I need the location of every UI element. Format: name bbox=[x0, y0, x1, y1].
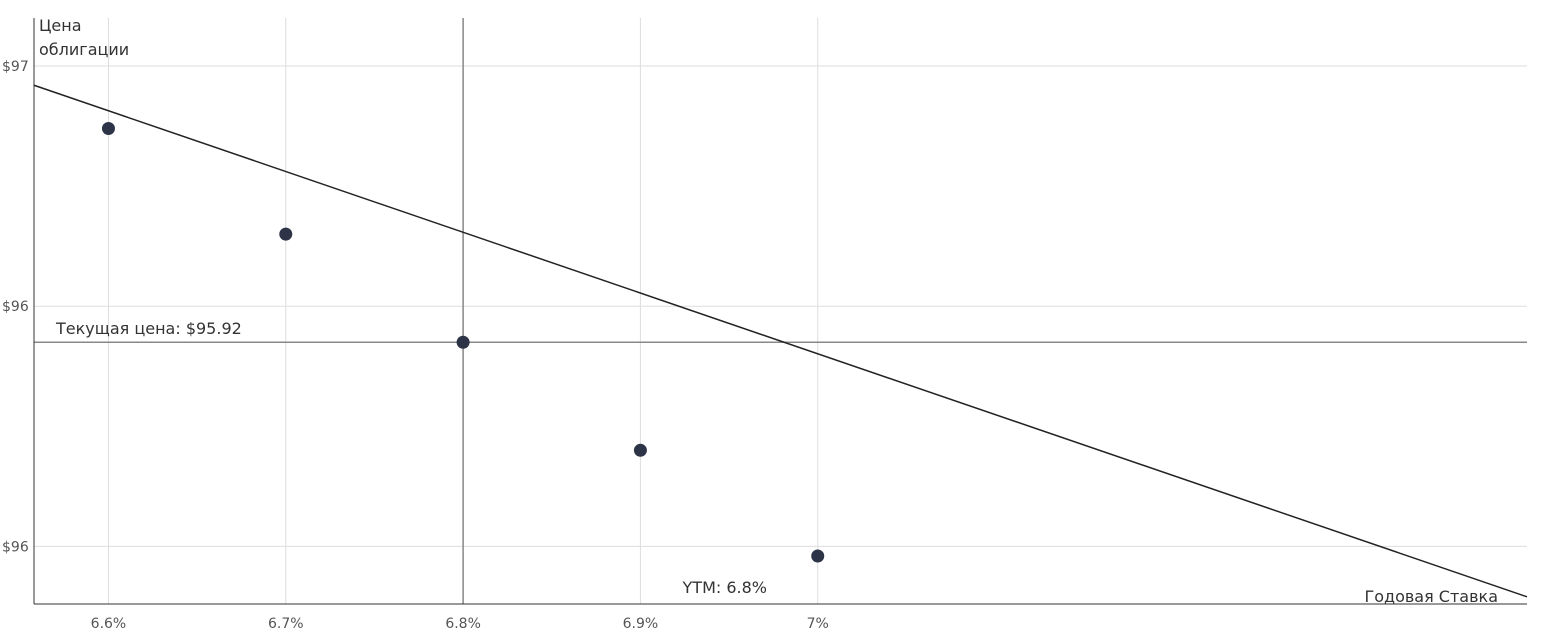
y-tick-label: $96 bbox=[2, 299, 29, 315]
y-tick-labels: $97 $96 $96 bbox=[2, 59, 29, 555]
series-line bbox=[33, 84, 1528, 598]
x-tick-label: 6.8% bbox=[445, 616, 481, 632]
x-tick-label: 7% bbox=[807, 616, 829, 632]
x-tick-label: 6.7% bbox=[268, 616, 304, 632]
x-tick-labels: 6.6% 6.7% 6.8% 6.9% 7% bbox=[91, 616, 829, 632]
reference-lines bbox=[34, 18, 1527, 604]
y-tick-label: $97 bbox=[2, 59, 29, 75]
ytm-label: YTM: 6.8% bbox=[682, 578, 767, 597]
y-axis-title-line-2: облигации bbox=[39, 40, 129, 59]
data-point bbox=[279, 227, 293, 241]
data-point bbox=[101, 121, 115, 135]
x-tick-label: 6.6% bbox=[91, 616, 127, 632]
x-axis-title: Годовая Ставка bbox=[1364, 587, 1498, 606]
y-tick-label: $96 bbox=[2, 539, 29, 555]
data-point bbox=[811, 549, 825, 563]
grid-lines bbox=[34, 18, 1527, 604]
data-points bbox=[101, 121, 825, 563]
data-point bbox=[633, 443, 647, 457]
axes bbox=[33, 18, 1527, 605]
price-yield-line bbox=[33, 84, 1528, 598]
y-axis-title-line-1: Цена bbox=[39, 16, 82, 35]
data-point bbox=[456, 335, 470, 349]
current-price-label: Текущая цена: $95.92 bbox=[55, 319, 242, 338]
x-tick-label: 6.9% bbox=[623, 616, 659, 632]
